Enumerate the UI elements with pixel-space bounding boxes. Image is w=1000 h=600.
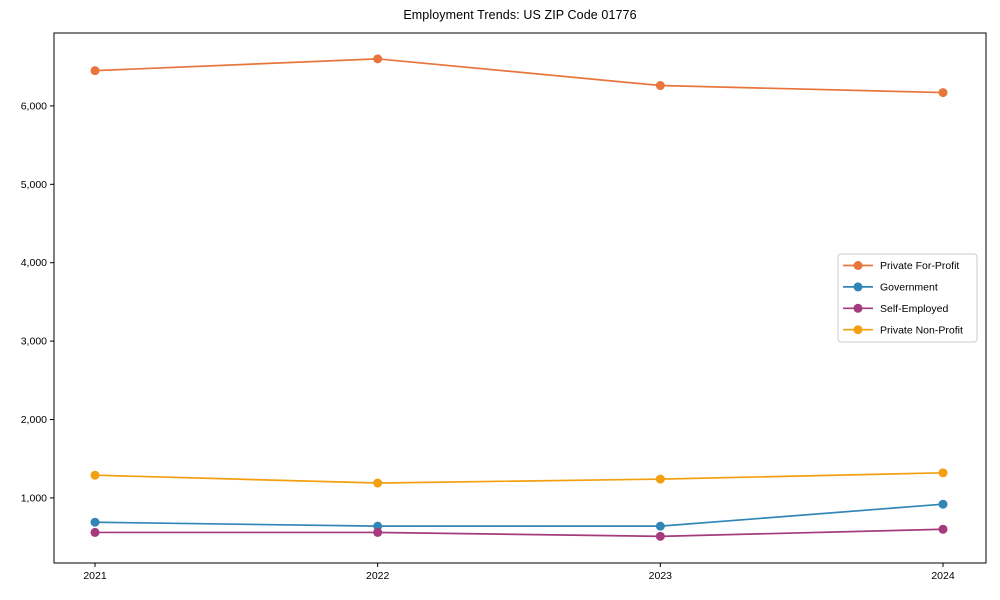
y-tick-label: 5,000 <box>21 179 47 191</box>
legend-marker-dot-icon <box>853 261 863 270</box>
data-point <box>655 531 665 541</box>
data-point <box>90 517 100 527</box>
series-line <box>94 471 944 484</box>
data-point <box>938 88 948 98</box>
data-point <box>373 478 383 488</box>
legend-label: Private Non-Profit <box>880 324 963 336</box>
x-tick-label: 2024 <box>931 570 955 582</box>
plot-frame <box>53 32 987 564</box>
data-point <box>373 521 383 531</box>
data-point <box>90 66 100 76</box>
data-point <box>938 524 948 534</box>
data-point <box>655 474 665 484</box>
x-tick-label: 2023 <box>649 570 673 582</box>
legend-box <box>837 253 978 343</box>
x-tick-label: 2021 <box>83 570 107 582</box>
y-tick-label: 6,000 <box>21 100 47 112</box>
legend-marker-dot-icon <box>853 282 863 292</box>
data-point <box>655 81 665 91</box>
legend-marker-dot-icon <box>853 303 863 313</box>
data-point <box>938 468 948 478</box>
data-point <box>90 470 100 480</box>
data-point <box>373 54 383 64</box>
x-tick-label: 2022 <box>366 570 390 582</box>
data-point <box>938 499 948 509</box>
data-point <box>90 527 100 537</box>
series-line <box>94 503 944 528</box>
legend-marker-dot-icon <box>853 325 863 335</box>
y-tick-label: 1,000 <box>21 492 47 504</box>
data-point <box>655 521 665 531</box>
series-line <box>95 528 944 538</box>
series-line <box>94 58 944 94</box>
legend-label: Self-Employed <box>880 303 948 315</box>
y-tick-label: 3,000 <box>21 336 47 348</box>
data-point <box>373 527 383 537</box>
y-tick-label: 4,000 <box>21 257 47 269</box>
legend-label: Government <box>880 282 938 294</box>
chart-title: Employment Trends: US ZIP Code 01776 <box>403 8 637 22</box>
legend-label: Private For-Profit <box>880 260 959 272</box>
y-tick-label: 2,000 <box>21 414 47 426</box>
